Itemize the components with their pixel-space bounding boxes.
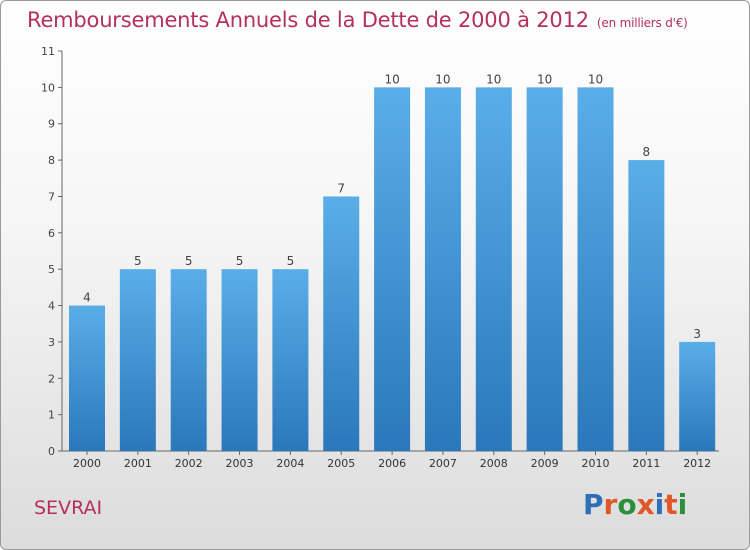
value-labels: 4 5 5 5 5 7 10 10 10 10 10 8 3 [83,72,701,341]
y-tick-label: 6 [48,227,55,240]
y-tick-label: 2 [48,372,55,385]
logo-letter: i [677,488,688,521]
value-label-2007: 10 [435,72,450,86]
bar-2003 [221,269,258,451]
y-tick-label: 11 [41,45,55,58]
bar-2009 [526,87,563,451]
y-tick-label: 3 [48,336,55,349]
y-tick-label: 9 [48,118,55,131]
bar-2004 [272,269,309,451]
x-tick-label-2008: 2008 [480,457,508,470]
proxiti-logo: Proxiti [583,488,687,521]
bar-2006 [374,87,411,451]
x-tick-label-2003: 2003 [226,457,254,470]
bar-2002 [170,269,207,451]
value-label-2004: 5 [287,254,295,268]
value-label-2009: 10 [537,72,552,86]
value-label-2011: 8 [643,145,651,159]
x-tick-label-2012: 2012 [683,457,711,470]
x-tick-label-2004: 2004 [276,457,304,470]
y-tick-label: 0 [48,445,55,458]
y-tick-label: 8 [48,154,55,167]
x-tick-label-2001: 2001 [124,457,152,470]
bar-2001 [119,269,156,451]
logo-letter: o [617,488,637,521]
x-tick-label-2006: 2006 [378,457,406,470]
logo-letter: P [583,488,604,521]
value-label-2005: 7 [337,181,345,195]
logo-letter: r [603,488,618,521]
unit-label: (en milliers d'€) [596,16,688,30]
bar-2000 [69,305,105,451]
x-tick-label-2009: 2009 [531,457,559,470]
logo-letter: i [654,488,665,521]
chart-title: Remboursements Annuels de la Dette de 20… [27,8,688,32]
bar-2007 [424,87,461,451]
y-tick-label: 10 [41,81,55,94]
bar-2008 [475,87,512,451]
value-label-2000: 4 [83,291,91,305]
value-label-2006: 10 [384,72,399,86]
x-tick-label-2007: 2007 [429,457,457,470]
bar-2010 [577,87,614,451]
title-text: Remboursements Annuels de la Dette de 20… [27,8,589,32]
x-tick-label-2011: 2011 [632,457,660,470]
x-tick-label-2010: 2010 [582,457,610,470]
x-tick-label-2000: 2000 [73,457,101,470]
bar-2005 [323,196,360,451]
y-tick-label: 1 [48,409,55,422]
value-label-2012: 3 [693,327,701,341]
commune-name: SEVRAI [34,497,103,519]
y-tick-label: 5 [48,263,55,276]
value-label-2001: 5 [134,254,142,268]
value-label-2010: 10 [588,72,603,86]
bars [69,87,716,451]
bar-2012 [679,341,716,451]
y-tick-label: 4 [48,300,55,313]
bar-2011 [628,160,665,451]
y-tick-label: 7 [48,190,55,203]
x-tick-label-2005: 2005 [327,457,355,470]
logo-letter: t [664,488,678,521]
logo-letter: x [636,488,655,521]
x-tick-label-2002: 2002 [175,457,203,470]
value-label-2003: 5 [236,254,244,268]
value-label-2002: 5 [185,254,193,268]
value-label-2008: 10 [486,72,501,86]
axes: 0 1 2 3 4 5 6 7 8 9 10 11 2000 2001 2002 2003 2004 2005 20… [41,45,719,470]
